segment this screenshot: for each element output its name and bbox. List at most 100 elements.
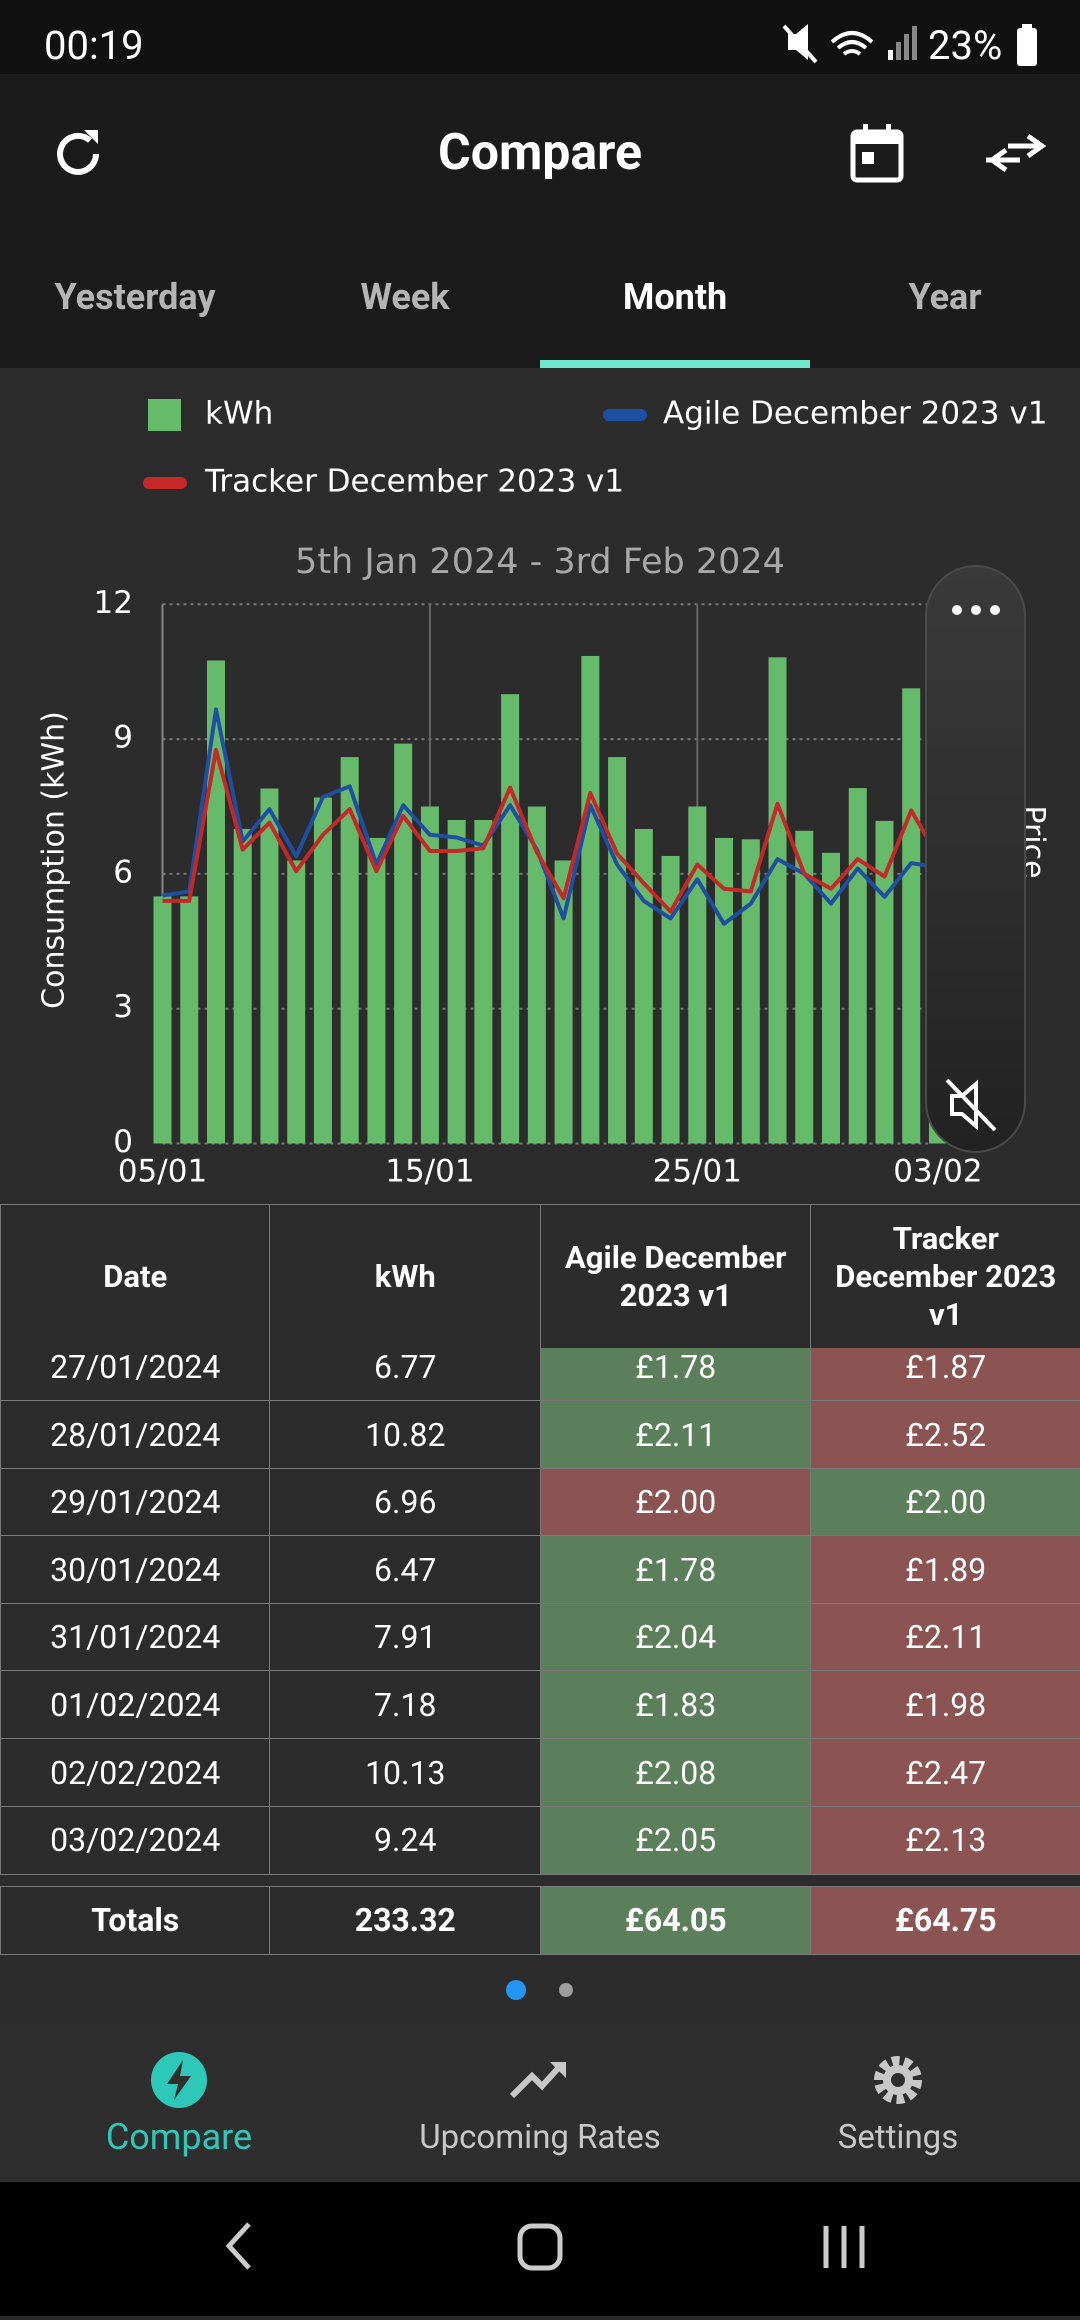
y-tick-label: 3 xyxy=(113,989,133,1025)
bar xyxy=(420,806,439,1144)
table-cell: £2.08 xyxy=(540,1738,812,1808)
table-row: 31/01/2024 7.91 £2.04 £2.11 xyxy=(0,1602,1080,1672)
bar xyxy=(340,757,359,1144)
bar xyxy=(634,828,653,1144)
icon-shape xyxy=(167,2060,191,2100)
legend-swatch xyxy=(148,399,181,431)
bar xyxy=(501,694,520,1144)
header-cell: Agile December 2023 v1 xyxy=(540,1204,812,1349)
nav-icon[interactable] xyxy=(510,2050,570,2110)
recents-button[interactable] xyxy=(823,2226,865,2268)
table-cell: £2.05 xyxy=(540,1805,812,1875)
x-tick-label: 15/01 xyxy=(385,1154,474,1190)
nav-icon[interactable] xyxy=(868,2050,928,2110)
app-title: Compare xyxy=(438,124,642,182)
bar xyxy=(367,837,386,1144)
totals-cell: £64.05 xyxy=(540,1885,812,1955)
bar xyxy=(768,657,787,1144)
table-cell: 7.91 xyxy=(269,1602,542,1672)
table-cell: £2.00 xyxy=(540,1467,812,1537)
plot: 0 3 6 9 12 05/01 15/01 25/01 03/02 kWh Agile Decem… xyxy=(94,396,1048,1190)
table-cell: 9.24 xyxy=(269,1805,542,1875)
y-tick-label: 9 xyxy=(113,720,133,756)
bar xyxy=(875,820,894,1144)
table-cell: £1.78 xyxy=(540,1347,812,1402)
bar xyxy=(902,688,921,1144)
y-tick-label: 6 xyxy=(113,854,133,890)
bar xyxy=(313,797,332,1144)
calendar-button[interactable] xyxy=(848,122,908,186)
dot xyxy=(952,605,962,615)
page-dot[interactable] xyxy=(506,1980,526,2000)
totals-cell: £64.75 xyxy=(810,1885,1080,1955)
table-cell: 03/02/2024 xyxy=(0,1805,271,1875)
header-cell: kWh xyxy=(269,1204,542,1349)
nav-icon[interactable] xyxy=(149,2050,209,2110)
table-cell: 28/01/2024 xyxy=(0,1400,271,1470)
table-cell: £2.11 xyxy=(540,1400,812,1470)
table-cell: 10.82 xyxy=(269,1400,542,1470)
table-cell: 30/01/2024 xyxy=(0,1535,271,1605)
table-cell: £2.11 xyxy=(810,1602,1080,1672)
cost-table: Date kWh Agile December 2023 v1 Tracker Dec… xyxy=(0,1204,1080,1955)
table-cell: 6.96 xyxy=(269,1467,542,1537)
table-row: 02/02/2024 10.13 £2.08 £2.47 xyxy=(0,1738,1080,1808)
floating-panel[interactable] xyxy=(925,565,1026,1153)
clock: 00:19 xyxy=(44,22,144,69)
bar xyxy=(153,896,172,1144)
compare-button[interactable] xyxy=(982,128,1046,178)
table-totals: Totals 233.32 £64.05 £64.75 xyxy=(0,1885,1080,1955)
bar xyxy=(180,896,199,1144)
nav-label[interactable]: Upcoming Rates xyxy=(419,2118,661,2157)
table-cell: £1.83 xyxy=(540,1670,812,1740)
system-nav xyxy=(0,2182,1080,2316)
tab[interactable]: Yesterday xyxy=(54,276,216,318)
bar xyxy=(795,830,814,1144)
page-dot[interactable] xyxy=(559,1983,573,1997)
table-row: 29/01/2024 6.96 £2.00 £2.00 xyxy=(0,1467,1080,1537)
mute-icon[interactable] xyxy=(945,1078,997,1132)
bar xyxy=(688,806,707,1144)
table-row: 03/02/2024 9.24 £2.05 £2.13 xyxy=(0,1805,1080,1875)
bar xyxy=(394,743,413,1144)
table-cell: 6.47 xyxy=(269,1535,542,1605)
tab-indicator xyxy=(540,360,810,368)
status-bar: 00:19 23% xyxy=(0,0,1080,74)
y-tick-label: 0 xyxy=(113,1124,133,1160)
bar xyxy=(474,819,493,1144)
back-button[interactable] xyxy=(225,2222,251,2270)
tab[interactable]: Year xyxy=(908,276,982,318)
table-cell: £1.98 xyxy=(810,1670,1080,1740)
home-button[interactable] xyxy=(517,2223,563,2271)
bar xyxy=(233,828,252,1144)
table-cell: £2.13 xyxy=(810,1805,1080,1875)
table-cell: 02/02/2024 xyxy=(0,1738,271,1808)
page-indicator xyxy=(506,1980,573,2000)
app-bar: Compare xyxy=(0,74,1080,230)
icon-shape xyxy=(891,2073,905,2087)
header-cell: Date xyxy=(0,1204,271,1349)
table-cell: £2.04 xyxy=(540,1602,812,1672)
table-cell: 6.77 xyxy=(269,1347,542,1402)
line xyxy=(162,747,940,914)
table-cell: £2.52 xyxy=(810,1400,1080,1470)
refresh-button[interactable] xyxy=(48,124,108,184)
bar xyxy=(822,852,840,1144)
bottom-nav: Compare Upcoming Rates Settings xyxy=(0,2024,1080,2182)
status-icons xyxy=(782,24,917,64)
nav-label[interactable]: Compare xyxy=(105,2116,253,2158)
tab[interactable]: Week xyxy=(360,276,450,318)
nav-label[interactable]: Settings xyxy=(837,2118,959,2157)
table-cell: 27/01/2024 xyxy=(0,1347,271,1402)
bar xyxy=(581,655,600,1144)
x-tick-label: 25/01 xyxy=(653,1154,742,1190)
bar xyxy=(527,806,546,1144)
table-cell: 7.18 xyxy=(269,1670,542,1740)
table-cell: £1.89 xyxy=(810,1535,1080,1605)
bar xyxy=(848,788,867,1144)
table-cell: £2.00 xyxy=(810,1467,1080,1537)
table-cell: 01/02/2024 xyxy=(0,1670,271,1740)
tab[interactable]: Month xyxy=(622,276,728,318)
x-tick-label: 03/02 xyxy=(893,1154,982,1190)
bar xyxy=(260,788,279,1144)
